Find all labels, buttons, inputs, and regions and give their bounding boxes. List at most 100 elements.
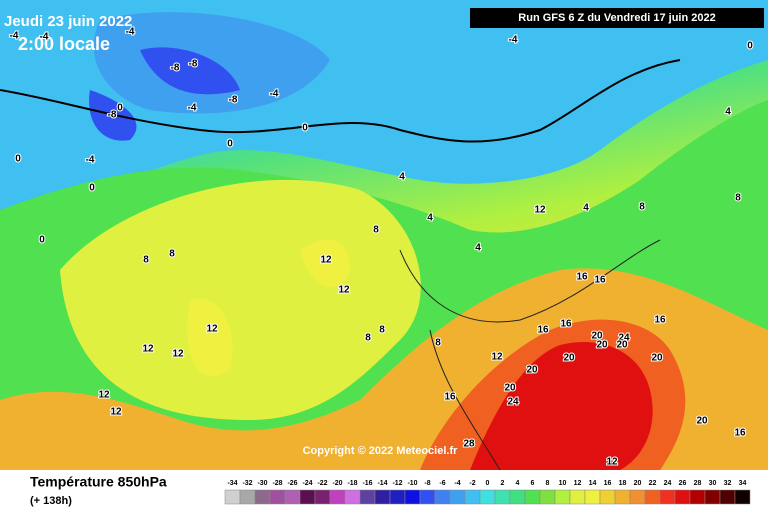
contour-label: 12 <box>534 205 546 216</box>
legend-swatch <box>239 489 256 505</box>
legend-swatch <box>539 489 556 505</box>
coastline <box>0 59 681 143</box>
contour-label: 12 <box>110 407 122 418</box>
legend-label: 30 <box>709 480 717 487</box>
legend-swatch <box>494 489 511 505</box>
legend-swatch <box>629 489 646 505</box>
legend-swatch <box>434 489 451 505</box>
contour-label: 0 <box>227 139 233 150</box>
legend-swatch <box>614 489 631 505</box>
contour-label: 20 <box>591 331 603 342</box>
legend-label: -8 <box>424 480 430 487</box>
legend-swatch <box>359 489 376 505</box>
legend-label: -28 <box>272 480 282 487</box>
contour-label: 4 <box>725 107 731 118</box>
legend-label: 6 <box>531 480 535 487</box>
hottest-area <box>470 342 653 470</box>
legend-swatch <box>254 489 271 505</box>
map-time: 2:00 locale <box>18 34 110 54</box>
legend-label: 10 <box>559 480 567 487</box>
legend-label: 0 <box>486 480 490 487</box>
warm-core <box>187 239 350 377</box>
legend-label: -24 <box>302 480 312 487</box>
contour-label: 20 <box>596 340 608 351</box>
legend-label: -34 <box>227 480 237 487</box>
footer-title: Température 850hPa <box>30 474 167 490</box>
map-date: Jeudi 23 juin 2022 <box>4 13 132 30</box>
legend-swatch <box>269 489 286 505</box>
legend-swatch <box>284 489 301 505</box>
contour-label: 12 <box>98 390 110 401</box>
contour-label: 20 <box>696 416 708 427</box>
contour-label: 20 <box>504 383 516 394</box>
contour-label: 8 <box>169 249 175 260</box>
legend: -34 -32 -30 -28 -26 -24 -22 -20 -18 -16 -14 -12 -10-… <box>224 480 751 505</box>
contour-label: -4 <box>126 27 135 38</box>
contour-label: 0 <box>302 123 308 134</box>
legend-swatch <box>689 489 706 505</box>
contour-label: -4 <box>10 31 19 42</box>
contour-label: -4 <box>40 32 49 43</box>
legend-label: -32 <box>242 480 252 487</box>
legend-label: -12 <box>392 480 402 487</box>
legend-label: -30 <box>257 480 267 487</box>
legend-label: 8 <box>546 480 550 487</box>
legend-label: 28 <box>694 480 702 487</box>
legend-label: 24 <box>664 480 672 487</box>
legend-label: 14 <box>589 480 597 487</box>
contour-label: -8 <box>171 63 180 74</box>
legend-label: 32 <box>724 480 732 487</box>
contour-label: 16 <box>576 272 588 283</box>
contour-label: 12 <box>142 344 154 355</box>
contour-label: 16 <box>444 392 456 403</box>
legend-swatch <box>734 489 751 505</box>
legend-swatch <box>374 489 391 505</box>
legend-label: 20 <box>634 480 642 487</box>
legend-label: -10 <box>407 480 417 487</box>
legend-label: -4 <box>454 480 460 487</box>
legend-swatch <box>554 489 571 505</box>
contour-label: 12 <box>172 349 184 360</box>
footer-subtitle: (+ 138h) <box>30 495 72 507</box>
legend-label: -22 <box>317 480 327 487</box>
legend-label: -2 <box>469 480 475 487</box>
legend-swatch <box>314 489 331 505</box>
legend-label: -26 <box>287 480 297 487</box>
contour-label: 8 <box>639 202 645 213</box>
legend-swatch <box>329 489 346 505</box>
legend-swatch <box>659 489 676 505</box>
contour-label: 12 <box>206 324 218 335</box>
contour-label: 20 <box>651 353 663 364</box>
contour-label: -4 <box>509 35 518 46</box>
contour-label: 8 <box>379 325 385 336</box>
legend-swatch <box>704 489 721 505</box>
contour-label: 20 <box>563 353 575 364</box>
contour-label: 24 <box>507 397 519 408</box>
legend-label: 12 <box>574 480 582 487</box>
legend-label: -20 <box>332 480 342 487</box>
legend-swatch <box>404 489 421 505</box>
contour-label: 20 <box>526 365 538 376</box>
contour-label: 4 <box>399 172 405 183</box>
contour-label: 8 <box>143 255 149 266</box>
legend-swatch <box>569 489 586 505</box>
contour-label: 8 <box>365 333 371 344</box>
contour-label: 16 <box>654 315 666 326</box>
legend-label: -16 <box>362 480 372 487</box>
contour-label: 24 <box>618 333 630 344</box>
contour-label: 16 <box>594 275 606 286</box>
contour-label: 4 <box>583 203 589 214</box>
legend-label: 22 <box>649 480 657 487</box>
legend-swatch <box>644 489 661 505</box>
legend-swatch <box>599 489 616 505</box>
borders <box>399 239 661 471</box>
contour-label: 0 <box>89 183 95 194</box>
contour-label: 28 <box>463 439 475 450</box>
contour-label: -8 <box>189 59 198 70</box>
run-box <box>470 8 764 28</box>
legend-swatch <box>419 489 436 505</box>
legend-swatch <box>584 489 601 505</box>
legend-swatch <box>719 489 736 505</box>
contour-label: 16 <box>560 319 572 330</box>
